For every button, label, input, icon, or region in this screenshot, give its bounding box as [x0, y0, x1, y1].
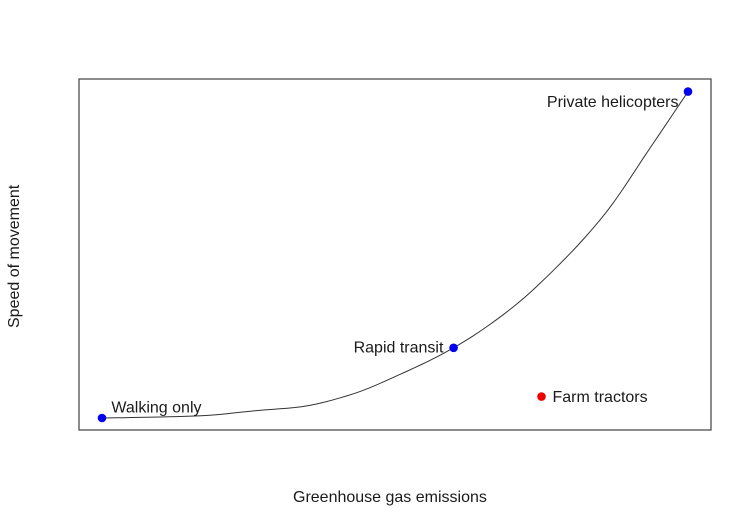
svg-text:Rapid transit: Rapid transit — [354, 340, 444, 357]
svg-text:Speed of movement: Speed of movement — [6, 184, 23, 328]
svg-text:Farm tractors: Farm tractors — [553, 389, 648, 406]
svg-text:Private helicopters: Private helicopters — [547, 94, 679, 111]
svg-text:Greenhouse gas emissions: Greenhouse gas emissions — [293, 489, 487, 506]
svg-text:Walking only: Walking only — [111, 400, 201, 417]
